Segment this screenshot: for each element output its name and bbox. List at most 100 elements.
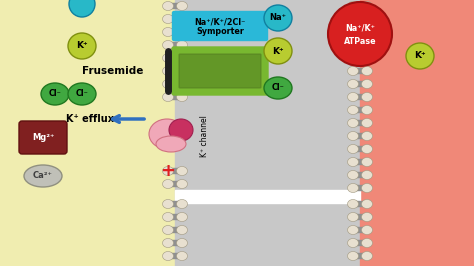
FancyBboxPatch shape bbox=[355, 253, 365, 259]
Text: K⁺: K⁺ bbox=[272, 47, 284, 56]
Ellipse shape bbox=[264, 38, 292, 64]
Ellipse shape bbox=[362, 157, 373, 167]
Bar bbox=[175, 190, 360, 203]
Ellipse shape bbox=[347, 157, 358, 167]
Ellipse shape bbox=[176, 93, 188, 102]
Text: K⁺: K⁺ bbox=[414, 52, 426, 60]
Ellipse shape bbox=[163, 213, 173, 222]
Ellipse shape bbox=[362, 239, 373, 247]
FancyBboxPatch shape bbox=[355, 159, 365, 165]
Ellipse shape bbox=[347, 251, 358, 260]
Ellipse shape bbox=[176, 251, 188, 260]
Ellipse shape bbox=[362, 144, 373, 153]
FancyBboxPatch shape bbox=[170, 81, 180, 87]
Text: Mg²⁺: Mg²⁺ bbox=[32, 134, 54, 143]
FancyBboxPatch shape bbox=[355, 185, 365, 191]
Ellipse shape bbox=[163, 167, 173, 176]
FancyBboxPatch shape bbox=[170, 29, 180, 35]
FancyBboxPatch shape bbox=[179, 54, 261, 88]
Text: Cl⁻: Cl⁻ bbox=[75, 89, 89, 98]
Ellipse shape bbox=[362, 184, 373, 193]
FancyBboxPatch shape bbox=[355, 29, 365, 35]
Ellipse shape bbox=[163, 93, 173, 102]
Ellipse shape bbox=[362, 53, 373, 63]
Ellipse shape bbox=[347, 213, 358, 222]
Ellipse shape bbox=[347, 27, 358, 36]
FancyBboxPatch shape bbox=[170, 201, 180, 207]
FancyBboxPatch shape bbox=[170, 214, 180, 220]
Ellipse shape bbox=[163, 15, 173, 23]
Ellipse shape bbox=[362, 80, 373, 89]
FancyBboxPatch shape bbox=[170, 16, 180, 22]
FancyBboxPatch shape bbox=[170, 42, 180, 48]
FancyBboxPatch shape bbox=[355, 214, 365, 220]
Ellipse shape bbox=[163, 251, 173, 260]
Ellipse shape bbox=[69, 0, 95, 17]
Text: Frusemide: Frusemide bbox=[82, 66, 144, 76]
FancyBboxPatch shape bbox=[170, 55, 180, 61]
FancyBboxPatch shape bbox=[170, 181, 180, 187]
Ellipse shape bbox=[362, 27, 373, 36]
Ellipse shape bbox=[176, 53, 188, 63]
Text: Na⁺: Na⁺ bbox=[270, 14, 286, 23]
Ellipse shape bbox=[347, 200, 358, 209]
FancyBboxPatch shape bbox=[170, 94, 180, 100]
Ellipse shape bbox=[176, 180, 188, 189]
Ellipse shape bbox=[163, 239, 173, 247]
Ellipse shape bbox=[362, 40, 373, 49]
FancyBboxPatch shape bbox=[355, 146, 365, 152]
FancyBboxPatch shape bbox=[355, 172, 365, 178]
Ellipse shape bbox=[347, 184, 358, 193]
Ellipse shape bbox=[176, 15, 188, 23]
Ellipse shape bbox=[362, 171, 373, 180]
Ellipse shape bbox=[347, 15, 358, 23]
Ellipse shape bbox=[176, 167, 188, 176]
Ellipse shape bbox=[362, 131, 373, 140]
FancyBboxPatch shape bbox=[355, 201, 365, 207]
FancyBboxPatch shape bbox=[170, 227, 180, 233]
Ellipse shape bbox=[169, 119, 193, 141]
Ellipse shape bbox=[406, 43, 434, 69]
Ellipse shape bbox=[347, 131, 358, 140]
Ellipse shape bbox=[176, 40, 188, 49]
Ellipse shape bbox=[264, 77, 292, 99]
Ellipse shape bbox=[24, 165, 62, 187]
Ellipse shape bbox=[347, 106, 358, 114]
Ellipse shape bbox=[362, 251, 373, 260]
Ellipse shape bbox=[176, 200, 188, 209]
FancyBboxPatch shape bbox=[170, 240, 180, 246]
Ellipse shape bbox=[362, 200, 373, 209]
Ellipse shape bbox=[347, 2, 358, 10]
Ellipse shape bbox=[163, 200, 173, 209]
FancyBboxPatch shape bbox=[355, 133, 365, 139]
Ellipse shape bbox=[362, 106, 373, 114]
Ellipse shape bbox=[362, 226, 373, 235]
Ellipse shape bbox=[163, 27, 173, 36]
FancyBboxPatch shape bbox=[355, 120, 365, 126]
Ellipse shape bbox=[163, 226, 173, 235]
Ellipse shape bbox=[347, 80, 358, 89]
FancyBboxPatch shape bbox=[355, 81, 365, 87]
Ellipse shape bbox=[347, 93, 358, 102]
Ellipse shape bbox=[362, 118, 373, 127]
FancyBboxPatch shape bbox=[355, 227, 365, 233]
Text: Cl⁻: Cl⁻ bbox=[272, 84, 284, 93]
FancyBboxPatch shape bbox=[170, 3, 180, 9]
FancyBboxPatch shape bbox=[172, 47, 268, 95]
Ellipse shape bbox=[347, 66, 358, 76]
Text: Symporter: Symporter bbox=[196, 27, 244, 36]
Text: Ca²⁺: Ca²⁺ bbox=[33, 172, 53, 181]
FancyBboxPatch shape bbox=[170, 253, 180, 259]
Ellipse shape bbox=[163, 80, 173, 89]
Ellipse shape bbox=[347, 144, 358, 153]
FancyBboxPatch shape bbox=[355, 16, 365, 22]
Text: Cl⁻: Cl⁻ bbox=[48, 89, 62, 98]
Ellipse shape bbox=[156, 136, 186, 152]
Ellipse shape bbox=[362, 66, 373, 76]
FancyBboxPatch shape bbox=[355, 42, 365, 48]
Ellipse shape bbox=[68, 33, 96, 59]
Ellipse shape bbox=[362, 93, 373, 102]
Ellipse shape bbox=[149, 119, 185, 149]
Circle shape bbox=[328, 2, 392, 66]
Ellipse shape bbox=[347, 40, 358, 49]
